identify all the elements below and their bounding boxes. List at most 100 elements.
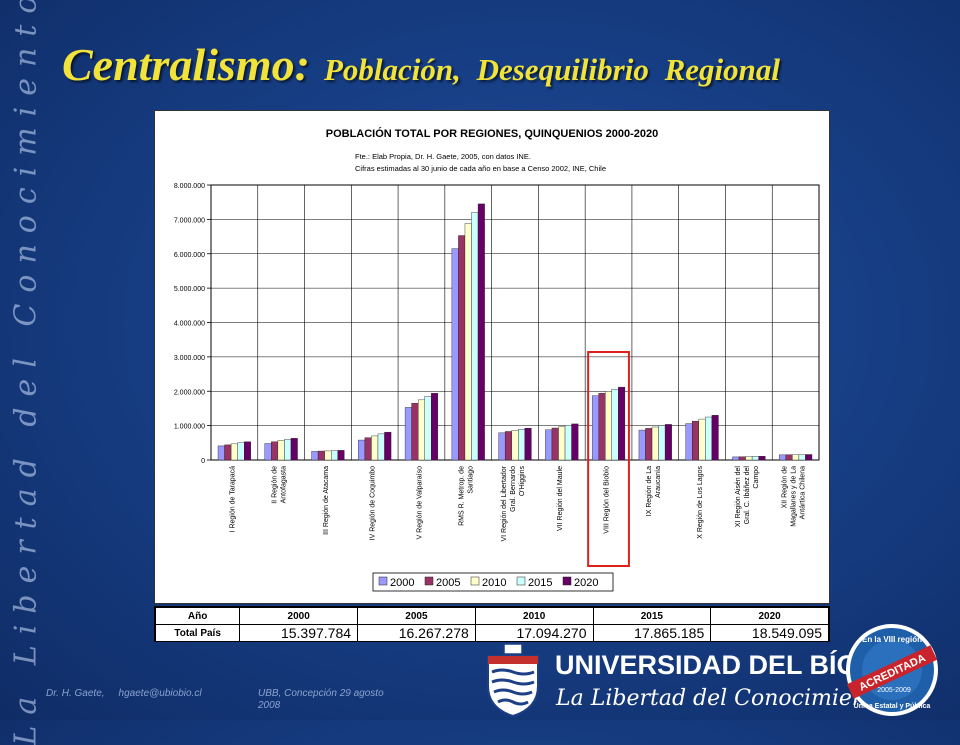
y-tick-label: 6.000.000 — [174, 252, 205, 259]
x-category-label: III Región de Atacama — [323, 466, 330, 535]
bar-2000 — [545, 429, 553, 461]
bar-2005 — [317, 450, 325, 461]
y-tick-label: 5.000.000 — [174, 286, 205, 293]
y-tick-label: 7.000.000 — [174, 217, 205, 224]
table-header-label: Año — [154, 607, 241, 625]
population-totals-table: Año 2000 2005 2010 2015 2020 Total País … — [154, 606, 830, 642]
bar-2000 — [732, 456, 740, 461]
table-header-row: Año 2000 2005 2010 2015 2020 — [154, 607, 829, 625]
bar-2000 — [264, 443, 272, 461]
bar-2010 — [792, 454, 800, 461]
bar-2020 — [758, 456, 766, 461]
legend-swatch — [378, 576, 388, 586]
bar-2020 — [337, 450, 345, 461]
title-main: Centralismo: — [62, 39, 310, 90]
bar-2005 — [738, 456, 746, 461]
bar-2005 — [271, 441, 279, 461]
bar-2010 — [651, 426, 659, 461]
bar-2000 — [591, 395, 599, 461]
footer-place-date: UBB, Concepción 29 agosto 2008 — [258, 688, 384, 711]
bar-2015 — [284, 439, 292, 461]
chart-title: POBLACIÓN TOTAL POR REGIONES, QUINQUENIO… — [326, 127, 659, 140]
legend-swatch — [516, 576, 526, 586]
chart-source-note: Cifras estimadas al 30 junio de cada año… — [355, 164, 606, 173]
table-year-cell: 2005 — [357, 607, 476, 625]
bar-2015 — [377, 433, 385, 461]
bar-2010 — [230, 443, 238, 461]
table-total-cell: 18.549.095 — [710, 624, 829, 642]
bar-2020 — [664, 424, 672, 461]
y-tick-label: 3.000.000 — [174, 355, 205, 362]
bar-2005 — [692, 420, 700, 461]
table-year-cell: 2020 — [710, 607, 829, 625]
x-category-label: II Región de Antofagasta — [272, 466, 288, 504]
x-category-label: X Región de Los Lagos — [697, 466, 704, 539]
seal-bottom-text: Única Estatal y Pública — [854, 701, 931, 710]
legend-label: 2010 — [482, 577, 506, 589]
bar-2010 — [417, 399, 425, 461]
bar-2020 — [244, 441, 251, 461]
bar-2010 — [745, 456, 753, 461]
seal-years-text: 2005-2009 — [877, 687, 911, 694]
legend-swatch — [562, 576, 572, 586]
table-total-cell: 17.094.270 — [474, 624, 594, 642]
bar-2005 — [224, 444, 232, 461]
x-category-label-line: V Región de Valparaíso — [416, 466, 423, 540]
bar-2020 — [711, 415, 719, 461]
bar-2005 — [364, 437, 372, 461]
x-category-label: V Región de Valparaíso — [416, 466, 423, 540]
x-category-label-line: Santiago — [468, 466, 475, 494]
title-sub: Población, Desequilibrio Regional — [323, 52, 780, 87]
bar-2010 — [511, 430, 519, 461]
x-category-label-line: Araucanía — [655, 466, 662, 498]
bar-2010 — [371, 435, 379, 461]
table-row-label: Total País — [154, 624, 241, 642]
page-title: Centralismo: Población, Desequilibrio Re… — [62, 38, 780, 91]
x-category-label-line: XI Región Aisén del — [735, 466, 742, 528]
bar-2005 — [645, 428, 653, 461]
legend-label: 2005 — [436, 577, 460, 589]
bar-2005 — [598, 393, 606, 461]
bar-2015 — [658, 425, 666, 461]
bar-2000 — [498, 432, 506, 461]
x-category-label: VIII Región del Biobío — [604, 466, 611, 534]
bar-2020 — [571, 423, 579, 461]
bar-2010 — [558, 426, 566, 461]
author-email: hgaete@ubiobio.cl — [118, 688, 202, 699]
y-tick-label: 0 — [201, 458, 205, 465]
bar-2020 — [290, 438, 298, 461]
x-category-label-line: VI Región del Libertador — [501, 465, 508, 541]
x-category-label-line: Campo — [753, 466, 760, 489]
bar-2005 — [785, 454, 793, 461]
x-category-label: VII Región del Maule — [557, 466, 564, 531]
bar-2005 — [458, 235, 466, 461]
x-category-label-line: IV Región de Coquimbo — [370, 466, 377, 540]
bar-2015 — [471, 212, 479, 461]
bar-2000 — [779, 454, 786, 461]
legend-label: 2020 — [574, 577, 598, 589]
x-category-label-line: I Región de Tarapacá — [229, 466, 236, 533]
bar-2010 — [324, 450, 332, 461]
x-category-label: IX Región de La Araucanía — [646, 466, 662, 516]
chart-source-note: Fte.: Elab Propia, Dr. H. Gaete, 2005, c… — [355, 152, 531, 161]
table-year-cell: 2015 — [592, 607, 712, 625]
author-name: Dr. H. Gaete, — [46, 688, 105, 699]
bar-2020 — [477, 203, 485, 461]
y-tick-label: 8.000.000 — [174, 183, 205, 190]
bar-2020 — [805, 454, 813, 461]
table-total-cell: 15.397.784 — [239, 624, 359, 642]
x-category-label-line: VII Región del Maule — [557, 466, 564, 531]
bar-2015 — [751, 456, 759, 461]
bar-2010 — [277, 440, 285, 461]
x-category-label-line: Antártica Chilena — [800, 466, 807, 519]
x-category-label-line: III Región de Atacama — [323, 466, 330, 535]
x-category-label: XII Región de Magallanes y de La Antártica… — [782, 466, 807, 527]
bar-2015 — [424, 396, 432, 461]
bar-2015 — [518, 429, 526, 461]
bar-2015 — [237, 442, 245, 461]
bar-2015 — [705, 416, 713, 461]
seal-top-text: En la VIII región — [862, 635, 922, 644]
bar-2015 — [564, 425, 572, 461]
university-tagline: La Libertad del Conocimiento — [556, 686, 889, 711]
bar-2020 — [618, 386, 626, 461]
